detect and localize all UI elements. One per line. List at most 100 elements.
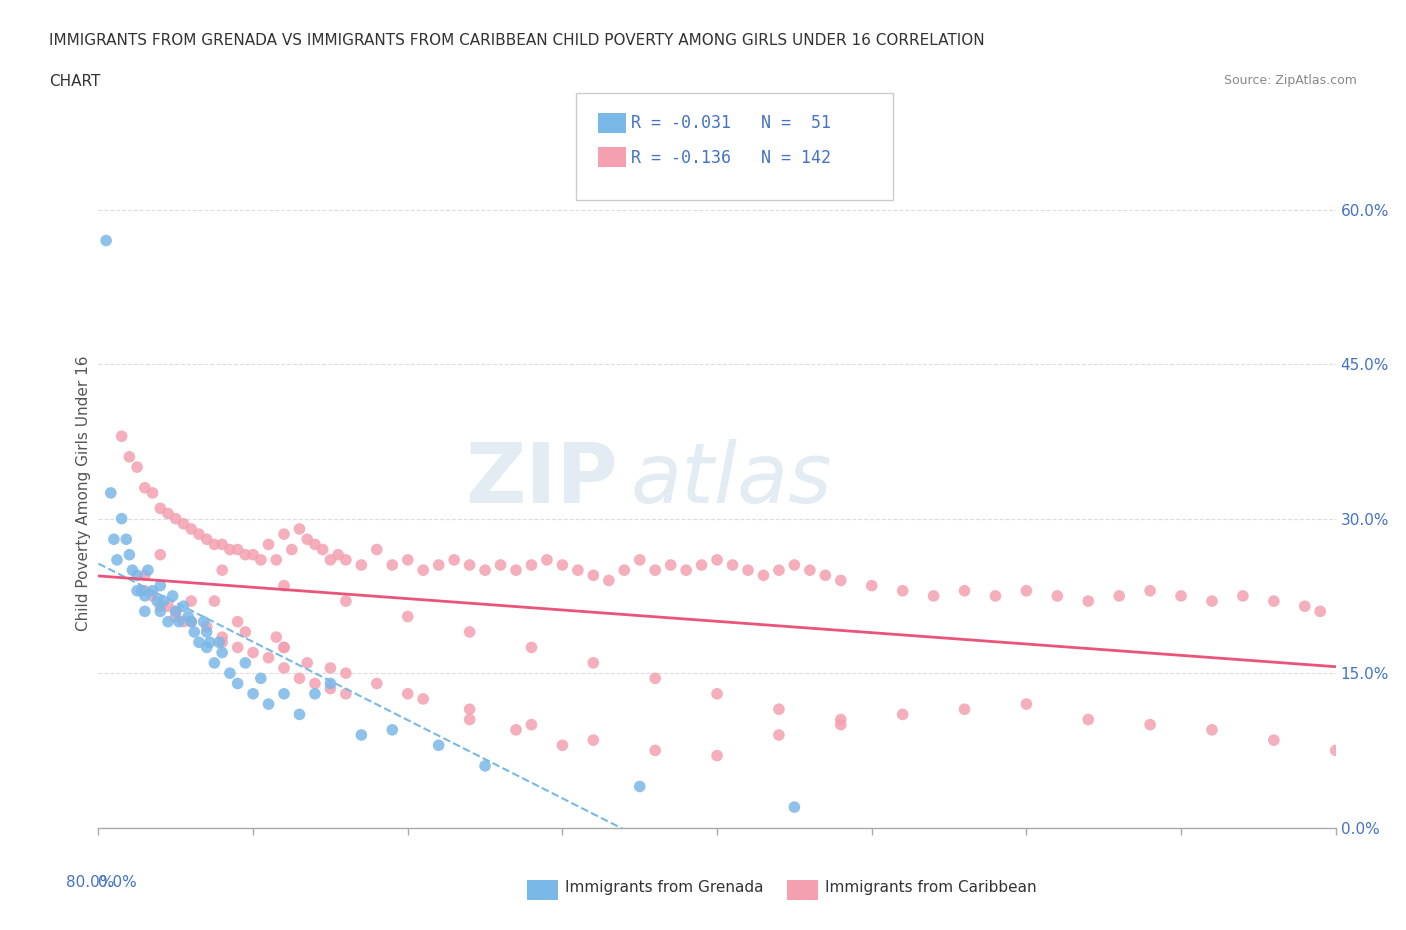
Point bbox=[628, 779, 651, 794]
Point bbox=[1170, 589, 1192, 604]
Point bbox=[165, 512, 187, 526]
Point bbox=[134, 589, 156, 604]
Point bbox=[304, 537, 326, 551]
Point bbox=[172, 614, 194, 629]
Point bbox=[195, 625, 218, 640]
Point bbox=[458, 702, 481, 717]
Text: CHART: CHART bbox=[49, 74, 101, 89]
Point bbox=[149, 501, 172, 516]
Point bbox=[427, 737, 450, 752]
Point bbox=[1201, 593, 1223, 608]
Point bbox=[180, 614, 202, 629]
Point bbox=[396, 609, 419, 624]
Point bbox=[458, 558, 481, 573]
Point bbox=[100, 485, 122, 500]
Point bbox=[427, 558, 450, 573]
Point bbox=[211, 645, 233, 660]
Point bbox=[193, 614, 215, 629]
Point bbox=[1046, 589, 1069, 604]
Point bbox=[141, 485, 165, 500]
Point bbox=[242, 645, 264, 660]
Point bbox=[304, 676, 326, 691]
Text: R = -0.031   N =  51: R = -0.031 N = 51 bbox=[631, 114, 831, 132]
Point bbox=[226, 542, 249, 557]
Point bbox=[149, 604, 172, 618]
Point bbox=[208, 635, 231, 650]
Point bbox=[273, 578, 295, 593]
Point bbox=[141, 589, 165, 604]
Point bbox=[335, 552, 357, 567]
Point bbox=[474, 759, 496, 774]
Point bbox=[1108, 589, 1130, 604]
Point bbox=[644, 743, 666, 758]
Point bbox=[180, 522, 202, 537]
Point bbox=[127, 459, 149, 474]
Point bbox=[319, 681, 342, 696]
Point bbox=[458, 625, 481, 640]
Point bbox=[366, 676, 388, 691]
Point bbox=[659, 558, 682, 573]
Point bbox=[613, 563, 636, 578]
Point bbox=[381, 723, 404, 737]
Point bbox=[226, 676, 249, 691]
Point bbox=[505, 563, 527, 578]
Point bbox=[396, 552, 419, 567]
Point bbox=[953, 702, 976, 717]
Point bbox=[288, 671, 311, 685]
Point bbox=[127, 583, 149, 598]
Point bbox=[152, 593, 174, 608]
Point bbox=[195, 619, 218, 634]
Point bbox=[235, 625, 257, 640]
Text: ZIP: ZIP bbox=[465, 439, 619, 520]
Point bbox=[1015, 583, 1038, 598]
Point bbox=[226, 640, 249, 655]
Point bbox=[768, 702, 790, 717]
Point bbox=[551, 558, 574, 573]
Point bbox=[984, 589, 1007, 604]
Point bbox=[211, 563, 233, 578]
Point bbox=[226, 614, 249, 629]
Point bbox=[799, 563, 821, 578]
Point bbox=[288, 707, 311, 722]
Point bbox=[297, 532, 319, 547]
Point bbox=[115, 532, 138, 547]
Point bbox=[706, 748, 728, 763]
Point bbox=[1077, 593, 1099, 608]
Point bbox=[211, 630, 233, 644]
Point bbox=[783, 800, 806, 815]
Point bbox=[172, 599, 194, 614]
Point bbox=[111, 429, 132, 444]
Point bbox=[188, 526, 211, 541]
Point bbox=[783, 558, 806, 573]
Point bbox=[242, 686, 264, 701]
Point bbox=[304, 686, 326, 701]
Point bbox=[582, 568, 605, 583]
Point bbox=[350, 558, 373, 573]
Point bbox=[536, 552, 558, 567]
Point bbox=[1139, 583, 1161, 598]
Point bbox=[111, 512, 132, 526]
Point bbox=[768, 727, 790, 742]
Point bbox=[281, 542, 304, 557]
Point bbox=[582, 656, 605, 671]
Point bbox=[520, 558, 543, 573]
Point bbox=[198, 635, 221, 650]
Point bbox=[335, 666, 357, 681]
Point bbox=[891, 583, 914, 598]
Point bbox=[922, 589, 945, 604]
Point bbox=[489, 558, 512, 573]
Point bbox=[752, 568, 775, 583]
Point bbox=[582, 733, 605, 748]
Point bbox=[165, 609, 187, 624]
Point bbox=[628, 552, 651, 567]
Point bbox=[273, 640, 295, 655]
Point bbox=[567, 563, 589, 578]
Point bbox=[350, 727, 373, 742]
Point bbox=[319, 660, 342, 675]
Point bbox=[257, 537, 280, 551]
Point bbox=[690, 558, 713, 573]
Point bbox=[177, 609, 200, 624]
Point bbox=[180, 614, 202, 629]
Point bbox=[396, 686, 419, 701]
Point bbox=[162, 589, 184, 604]
